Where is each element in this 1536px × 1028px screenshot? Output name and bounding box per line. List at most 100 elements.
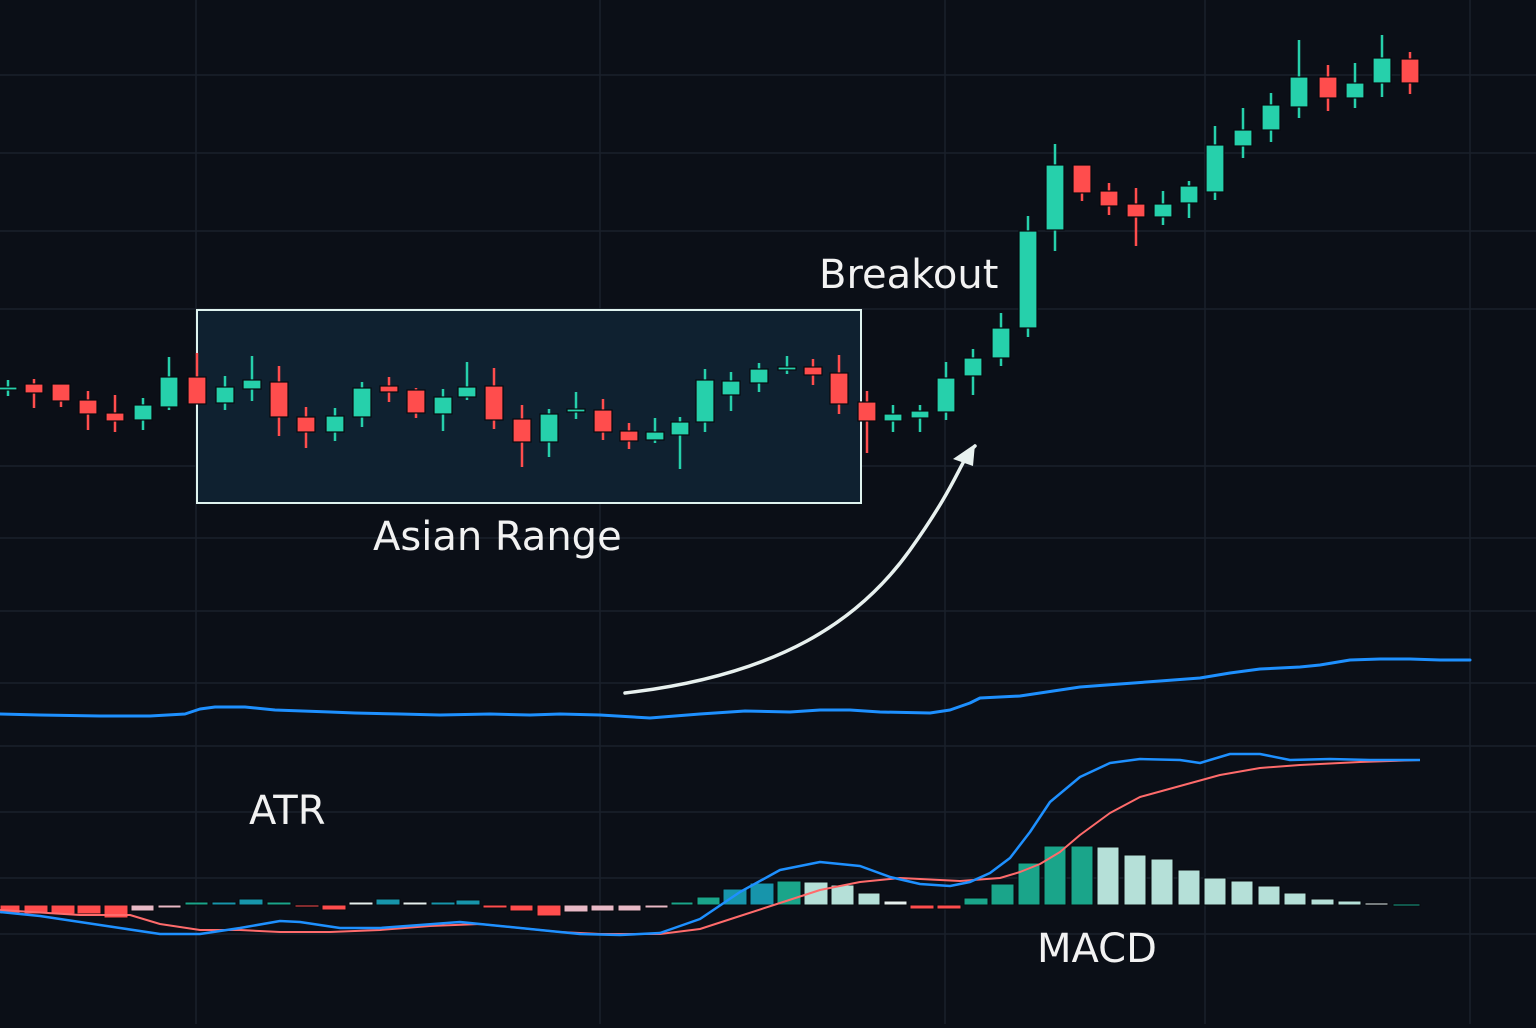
macd-bar	[1017, 862, 1041, 906]
macd-bar	[749, 882, 775, 906]
macd-bar	[857, 892, 881, 906]
candle	[269, 366, 289, 436]
atr-line	[0, 657, 1472, 720]
candle	[991, 313, 1011, 366]
macd-bar	[536, 904, 562, 917]
candle	[1372, 35, 1392, 97]
candle	[242, 356, 262, 401]
candle	[296, 407, 316, 448]
candle	[1072, 164, 1092, 201]
candle	[857, 391, 877, 453]
macd-bar	[1177, 869, 1201, 906]
macd-bar	[1203, 877, 1227, 906]
macd-bar	[644, 904, 669, 909]
candle	[749, 363, 769, 392]
macd-bar	[1283, 892, 1307, 906]
candle	[1289, 40, 1309, 118]
candle	[215, 376, 235, 410]
candle	[1153, 191, 1173, 225]
macd-bar	[1230, 880, 1254, 906]
macd-bar	[1364, 902, 1389, 906]
macd-lines	[0, 752, 1421, 937]
macd-bar	[294, 904, 320, 908]
candle	[379, 377, 399, 402]
macd-bar	[696, 896, 721, 906]
macd-bar	[990, 883, 1015, 906]
macd-bar	[430, 901, 456, 906]
candle	[0, 380, 18, 396]
candle	[1400, 52, 1420, 94]
candle	[721, 372, 741, 411]
macd-bar	[803, 881, 829, 906]
macd-bar	[963, 897, 989, 906]
macd-bar	[1070, 845, 1094, 906]
candle	[883, 405, 903, 432]
macd-bar	[1337, 900, 1362, 906]
breakout-label: Breakout	[819, 252, 999, 298]
candle	[457, 362, 477, 400]
candle	[670, 417, 690, 469]
candle	[539, 409, 559, 457]
asian-range-box	[196, 309, 862, 504]
macd-bar	[238, 898, 264, 906]
macd-bar	[1123, 854, 1147, 906]
macd-bar	[375, 898, 401, 906]
candle	[1099, 183, 1119, 215]
macd-bar	[776, 880, 802, 906]
macd-bar	[1310, 898, 1335, 906]
candle	[803, 359, 823, 385]
candle	[433, 389, 453, 431]
macd-bar	[321, 904, 347, 911]
candle	[406, 388, 426, 418]
macd-bar	[23, 904, 49, 915]
candle	[105, 395, 125, 432]
macd-bar	[1257, 885, 1281, 906]
candle	[829, 355, 849, 414]
macd-bar	[1150, 858, 1174, 906]
macd-bar	[1096, 846, 1120, 906]
candle	[24, 379, 44, 408]
macd-bar	[184, 901, 209, 906]
macd-bar	[482, 904, 508, 909]
macd-bar	[617, 904, 642, 912]
candle	[777, 356, 797, 374]
macd-bar	[211, 901, 237, 906]
price-candles	[0, 35, 1420, 469]
candle	[325, 408, 345, 441]
macd-label: MACD	[1037, 926, 1157, 972]
candle	[645, 418, 665, 443]
macd-bar	[130, 904, 155, 912]
macd-bar	[103, 904, 129, 919]
candle	[1233, 108, 1253, 158]
candle	[1205, 126, 1225, 200]
candle	[352, 382, 372, 427]
candle	[593, 399, 613, 440]
candle	[159, 357, 179, 410]
candle	[936, 362, 956, 420]
macd-bar	[348, 901, 374, 906]
candle	[78, 391, 98, 430]
macd-bar	[1043, 845, 1067, 906]
candle	[910, 405, 930, 432]
candle	[484, 368, 504, 429]
candle	[187, 353, 207, 405]
candle	[51, 383, 71, 407]
asian-range-label: Asian Range	[373, 514, 622, 560]
candle	[1318, 65, 1338, 111]
macd-bar	[563, 904, 589, 913]
macd-bar	[883, 900, 908, 906]
candle	[1179, 181, 1199, 218]
candle	[963, 349, 983, 395]
macd-bar	[590, 904, 615, 912]
macd-bar	[1392, 903, 1421, 907]
candle	[1045, 144, 1065, 251]
candle	[1345, 63, 1365, 108]
candle	[1018, 216, 1038, 337]
macd-bar	[76, 904, 102, 915]
macd-bar	[402, 901, 428, 906]
macd-bar	[455, 899, 481, 906]
macd-histogram	[0, 845, 1421, 919]
candle	[1261, 93, 1281, 142]
